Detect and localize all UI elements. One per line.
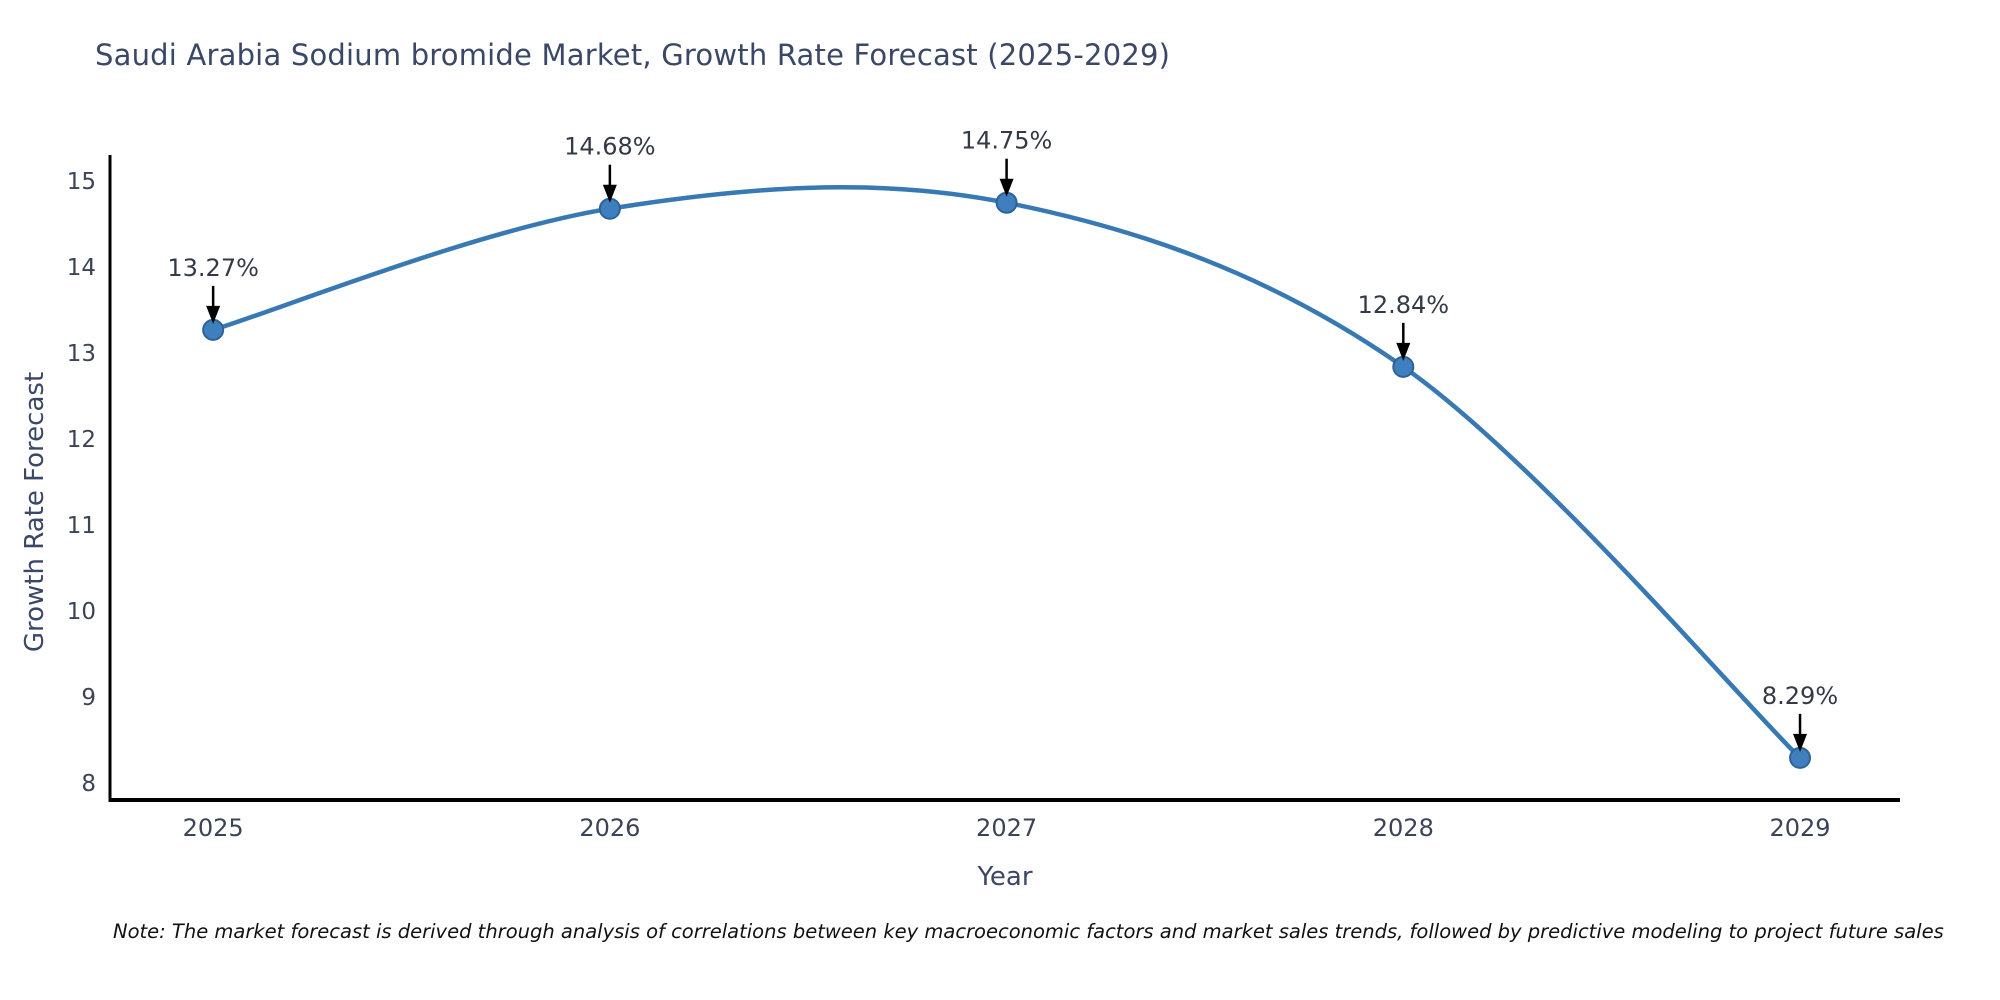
y-tick-label: 14 xyxy=(67,255,96,281)
annotation-arrowhead-icon xyxy=(206,305,221,324)
point-annotation-label: 14.68% xyxy=(564,133,656,161)
chart-footnote: Note: The market forecast is derived thr… xyxy=(113,920,1944,943)
chart-title: Saudi Arabia Sodium bromide Market, Grow… xyxy=(95,38,1171,72)
x-tick-label: 2028 xyxy=(1373,814,1434,842)
x-tick-label: 2026 xyxy=(579,814,640,842)
point-annotation-label: 14.75% xyxy=(961,127,1053,155)
y-tick-label: 12 xyxy=(67,427,96,453)
annotation-arrowhead-icon xyxy=(1396,342,1411,361)
y-tick-label: 11 xyxy=(67,513,96,539)
x-axis-title: Year xyxy=(977,862,1033,892)
forecast-line-series xyxy=(210,185,1803,761)
point-annotation-label: 13.27% xyxy=(167,254,259,282)
y-tick-label: 13 xyxy=(67,341,96,367)
annotation-arrowhead-icon xyxy=(602,184,617,203)
y-tick-label: 15 xyxy=(67,169,96,195)
x-tick-label: 2027 xyxy=(976,814,1037,842)
annotation-arrowhead-icon xyxy=(1793,733,1808,752)
y-tick-label: 9 xyxy=(81,685,96,711)
point-annotation-label: 8.29% xyxy=(1762,682,1838,710)
x-tick-label: 2029 xyxy=(1769,814,1830,842)
x-tick-label: 2025 xyxy=(183,814,244,842)
y-tick-label: 10 xyxy=(67,599,96,625)
point-annotation-label: 12.84% xyxy=(1358,291,1450,319)
y-tick-label: 8 xyxy=(81,771,96,797)
annotation-arrowhead-icon xyxy=(999,178,1014,197)
